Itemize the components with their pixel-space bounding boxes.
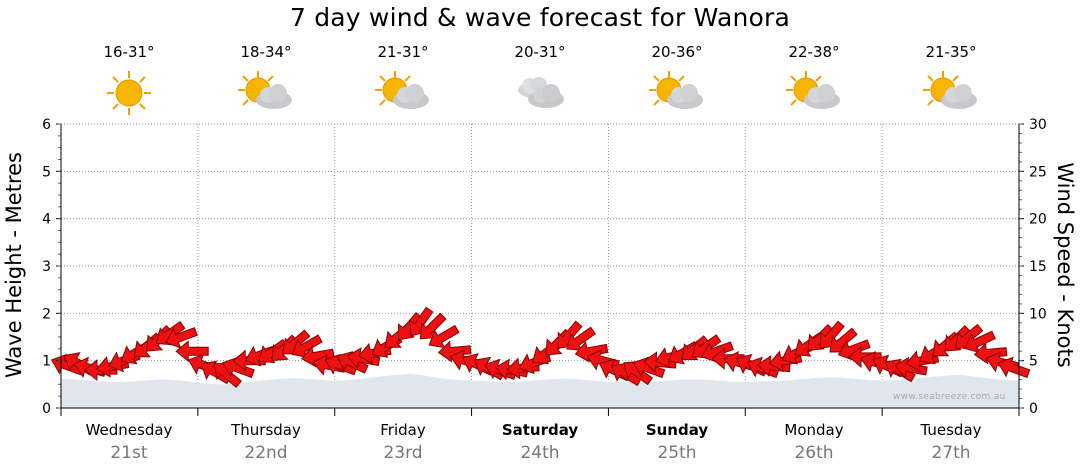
wind-arrow bbox=[222, 356, 255, 379]
y-left-tick-label: 6 bbox=[42, 117, 51, 133]
date-label: 26th bbox=[794, 443, 834, 463]
chart-title: 7 day wind & wave forecast for Wanora bbox=[289, 3, 791, 32]
wave-height-area bbox=[61, 373, 1019, 408]
wind-arrow bbox=[623, 360, 653, 386]
y-left-tick-label: 3 bbox=[42, 259, 51, 275]
y-right-tick-label: 0 bbox=[1029, 401, 1038, 417]
wind-arrow bbox=[213, 363, 242, 388]
y-left-tick-label: 2 bbox=[42, 306, 51, 322]
partly-cloudy-icon bbox=[786, 71, 840, 109]
wind-arrow bbox=[165, 327, 198, 349]
y-axis-right-label: Wind Speed - Knots bbox=[1053, 162, 1077, 368]
date-label: 25th bbox=[657, 443, 697, 463]
wind-arrow bbox=[428, 324, 460, 349]
cloudy-icon bbox=[518, 77, 564, 108]
date-label: 27th bbox=[931, 443, 971, 463]
y-right-tick-label: 5 bbox=[1029, 354, 1038, 370]
date-label: 22nd bbox=[244, 443, 288, 463]
temp-label: 18-34° bbox=[240, 43, 292, 61]
chart-grid bbox=[61, 123, 1019, 408]
temp-label: 20-31° bbox=[514, 43, 566, 61]
wind-arrow bbox=[291, 334, 323, 358]
wind-arrow bbox=[997, 356, 1031, 379]
temp-label: 21-31° bbox=[377, 43, 429, 61]
y-left-tick-label: 4 bbox=[42, 212, 51, 228]
wind-arrow bbox=[894, 356, 928, 379]
y-right-tick-label: 15 bbox=[1029, 259, 1047, 275]
wind-arrow bbox=[566, 326, 596, 351]
partly-cloudy-icon bbox=[375, 71, 429, 109]
y-right-tick-label: 10 bbox=[1029, 306, 1047, 322]
wind-arrows bbox=[50, 306, 1031, 388]
partly-cloudy-icon bbox=[649, 71, 703, 109]
day-label-monday: Monday bbox=[784, 421, 844, 439]
wind-arrow bbox=[632, 356, 666, 379]
temp-label: 16-31° bbox=[103, 43, 155, 61]
partly-cloudy-icon bbox=[923, 71, 977, 109]
date-label: 21st bbox=[110, 443, 148, 463]
y-left-tick-label: 1 bbox=[42, 354, 51, 370]
wind-arrow bbox=[963, 330, 996, 354]
day-label-sunday: Sunday bbox=[645, 421, 709, 439]
chart-axes: 0 1 2 3 4 5 6 0 5 10 15 20 25 30 bbox=[42, 117, 1047, 417]
date-label: 24th bbox=[520, 443, 560, 463]
temp-label: 21-35° bbox=[925, 43, 977, 61]
credit-watermark: www.seabreeze.com.au bbox=[893, 392, 1006, 402]
sunny-icon bbox=[107, 71, 151, 115]
partly-cloudy-icon bbox=[238, 71, 292, 109]
wind-arrow bbox=[419, 312, 447, 340]
y-right-tick-label: 20 bbox=[1029, 212, 1047, 228]
day-label-wednesday: Wednesday bbox=[85, 421, 173, 439]
day-label-friday: Friday bbox=[380, 421, 426, 439]
date-label: 23rd bbox=[383, 443, 423, 463]
wind-arrow bbox=[175, 340, 209, 363]
y-right-tick-label: 30 bbox=[1029, 117, 1047, 133]
y-right-tick-label: 25 bbox=[1029, 164, 1047, 180]
temp-label: 20-36° bbox=[651, 43, 703, 61]
day-label-thursday: Thursday bbox=[231, 421, 301, 439]
temp-label: 22-38° bbox=[788, 43, 840, 61]
y-left-tick-label: 5 bbox=[42, 164, 51, 180]
y-left-tick-label: 0 bbox=[42, 401, 51, 417]
day-label-saturday: Saturday bbox=[501, 421, 579, 439]
day-label-tuesday: Tuesday bbox=[920, 421, 982, 439]
y-axis-left-label: Wave Height - Metres bbox=[2, 152, 26, 378]
